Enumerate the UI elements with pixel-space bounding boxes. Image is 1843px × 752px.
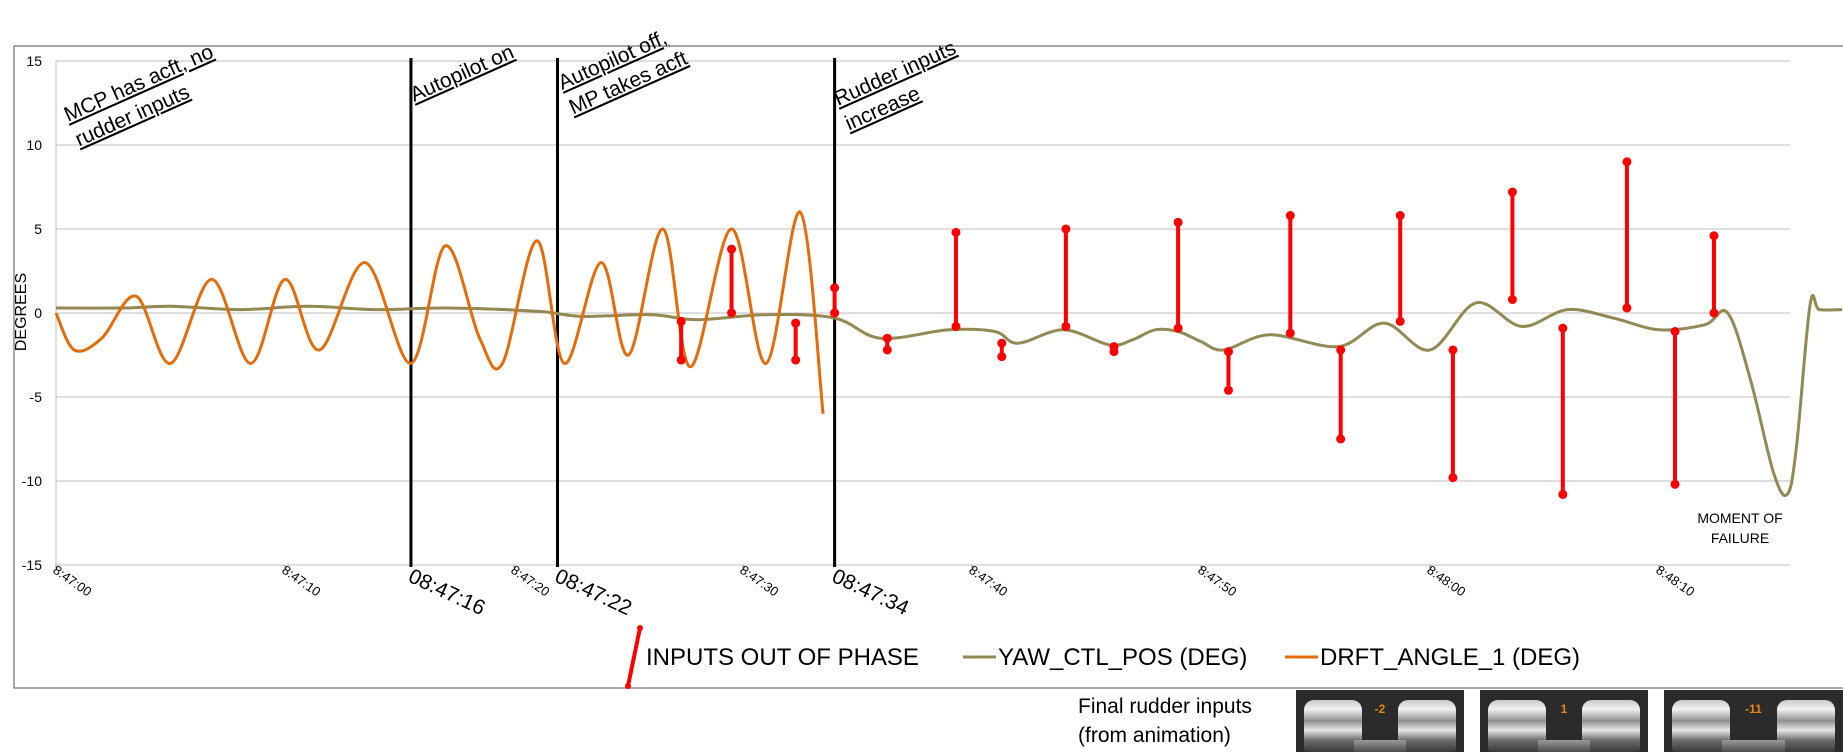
failure-annotation-line: FAILURE [1711, 530, 1769, 546]
out-of-phase-end [1336, 345, 1346, 355]
legend: INPUTS OUT OF PHASE YAW_CTL_POS (DEG) DR… [625, 625, 1580, 689]
out-of-phase-end [1507, 187, 1517, 197]
out-of-phase-end [951, 321, 961, 331]
out-of-phase-end [1622, 303, 1632, 313]
rudder-caption-line-1: Final rudder inputs [1078, 695, 1252, 718]
y-tick-label: -15 [22, 557, 42, 573]
chart-frame [13, 45, 1843, 689]
out-of-phase-end [1507, 295, 1517, 305]
legend-label-drift: DRFT_ANGLE_1 (DEG) [1320, 644, 1580, 671]
gridlines [55, 60, 1790, 566]
y-tick-labels: 15 10 5 0 -5 -10 -15 [22, 53, 42, 573]
rudder-pedals-panel-1: -2 [1296, 690, 1464, 752]
out-of-phase-end [882, 333, 892, 343]
out-of-phase-end [1558, 489, 1568, 499]
out-of-phase-end [1173, 323, 1183, 333]
series-yaw-ctl-pos [55, 294, 1843, 497]
out-of-phase-end [791, 355, 801, 365]
out-of-phase-end [1285, 328, 1295, 338]
out-of-phase-end [727, 244, 737, 254]
y-tick-label: -10 [22, 473, 42, 489]
pedal-base [1354, 740, 1406, 752]
out-of-phase-end [1709, 308, 1719, 318]
legend-label-yaw: YAW_CTL_POS (DEG) [998, 644, 1247, 671]
right-pedal-icon [1777, 700, 1835, 752]
left-pedal-icon [1304, 700, 1362, 752]
rudder-pedals-panel-3: -11 [1664, 690, 1843, 752]
out-of-phase-end [830, 283, 840, 293]
pedal-base [1538, 740, 1590, 752]
out-of-phase-end [1448, 473, 1458, 483]
right-pedal-icon [1582, 700, 1640, 752]
out-of-phase-end [1061, 224, 1071, 234]
series-drft-angle-1 [54, 210, 825, 414]
rudder-caption: Final rudder inputs (from animation) [1078, 692, 1252, 750]
out-of-phase-end [1109, 347, 1119, 357]
out-of-phase-end [830, 308, 840, 318]
left-pedal-icon [1672, 700, 1730, 752]
out-of-phase-end [1285, 211, 1295, 221]
left-pedal-icon [1488, 700, 1546, 752]
out-of-phase-end [882, 345, 892, 355]
y-tick-label: -5 [30, 389, 43, 405]
out-of-phase-end [1223, 347, 1233, 357]
rudder-pedals-panel-2: 1 [1480, 690, 1648, 752]
out-of-phase-end [1558, 323, 1568, 333]
out-of-phase-end [997, 338, 1007, 348]
legend-swatch-inputs [626, 627, 642, 687]
out-of-phase-end [1670, 326, 1680, 336]
right-pedal-icon [1398, 700, 1456, 752]
out-of-phase-end [676, 355, 686, 365]
series-lines [54, 210, 1843, 497]
out-of-phase-end [1448, 345, 1458, 355]
out-of-phase-end [791, 318, 801, 328]
y-tick-label: 10 [26, 137, 42, 153]
out-of-phase-end [951, 227, 961, 237]
out-of-phase-end [1670, 479, 1680, 489]
rudder-value: -2 [1374, 702, 1386, 716]
y-tick-label: 0 [34, 305, 42, 321]
out-of-phase-end [1223, 385, 1233, 395]
y-tick-label: 15 [26, 53, 42, 69]
out-of-phase-end [727, 308, 737, 318]
y-tick-label: 5 [34, 221, 42, 237]
pedal-base [1722, 740, 1785, 752]
out-of-phase-end [1173, 217, 1183, 227]
out-of-phase-end [1622, 157, 1632, 167]
out-of-phase-end [1395, 316, 1405, 326]
rudder-value: -11 [1745, 702, 1762, 716]
out-of-phase-end [1395, 211, 1405, 221]
failure-annotation-line: MOMENT OF [1697, 510, 1782, 526]
rudder-value: 1 [1560, 702, 1568, 716]
rudder-caption-line-2: (from animation) [1078, 724, 1231, 747]
y-axis-label: DEGREES [13, 273, 30, 351]
out-of-phase-end [1061, 321, 1071, 331]
out-of-phase-end [997, 352, 1007, 362]
out-of-phase-end [676, 316, 686, 326]
legend-label-inputs: INPUTS OUT OF PHASE [646, 644, 919, 671]
out-of-phase-end [1709, 231, 1719, 241]
out-of-phase-end [1336, 434, 1346, 444]
legend-swatch-inputs-top [637, 625, 643, 631]
out-of-phase-marks [676, 157, 1719, 499]
legend-swatch-inputs-bottom [625, 683, 631, 689]
